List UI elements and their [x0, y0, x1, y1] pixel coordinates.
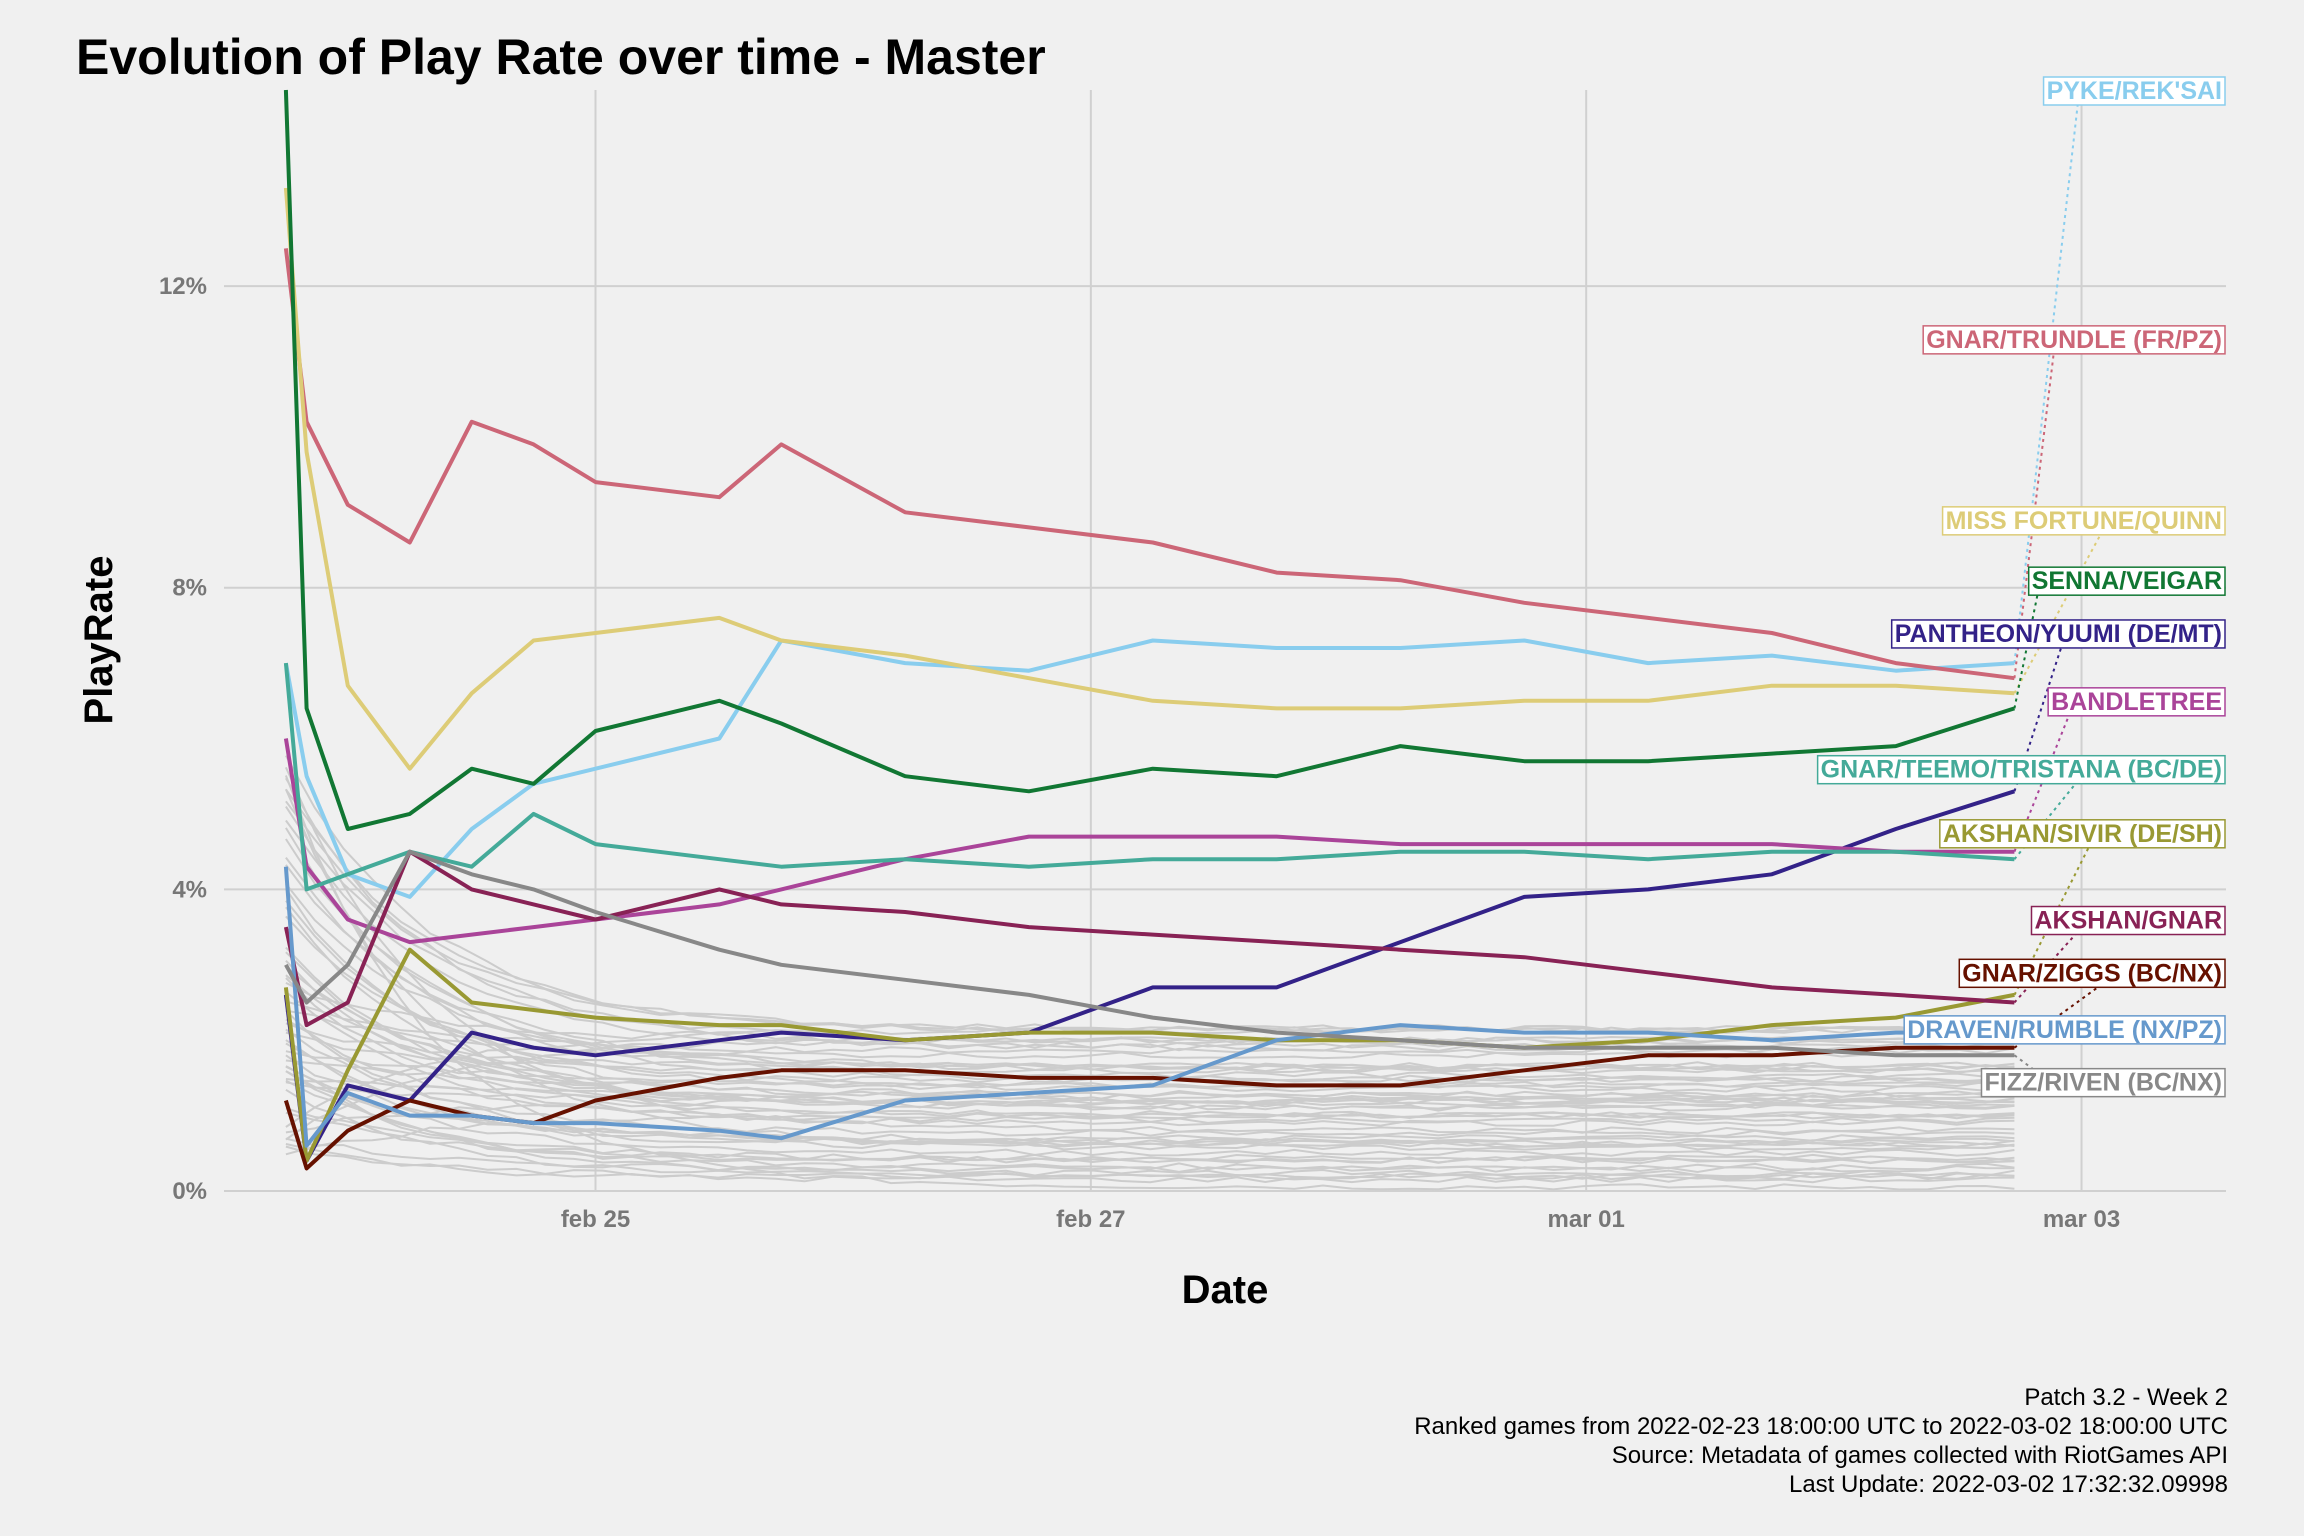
series-label: BANDLETREE	[2051, 688, 2222, 716]
series-label: PYKE/REK'SAI	[2047, 77, 2222, 105]
series-label-box	[2047, 687, 2226, 717]
background-line	[285, 1081, 2015, 1104]
axis-labels: 0% 4% 8% 12% feb 25 feb 27 mar 01 mar 03 Date Pla…	[77, 273, 2120, 1312]
caption: Patch 3.2 - Week 2 Ranked games from 202…	[1414, 1383, 2228, 1499]
background-line	[285, 946, 2015, 1108]
series-label: GNAR/TEEMO/TRISTANA (BC/DE)	[1821, 756, 2222, 784]
series-line	[283, 866, 2015, 1148]
background-line	[284, 788, 2015, 1149]
x-axis-label: Date	[1182, 1268, 1269, 1312]
series-label: SENNA/VEIGAR	[2032, 567, 2222, 595]
background-line	[285, 1065, 2015, 1178]
x-tick-label: feb 27	[1056, 1206, 1125, 1233]
background-line	[285, 991, 2015, 1127]
background-line	[285, 1042, 2015, 1145]
series-line	[283, 187, 2015, 771]
label-leader	[2013, 930, 2079, 1004]
caption-line-range: Ranked games from 2022-02-23 18:00:00 UT…	[1414, 1413, 2228, 1440]
series-line	[283, 638, 2015, 899]
y-tick-label: 4%	[172, 876, 207, 903]
chart-title: Evolution of Play Rate over time - Maste…	[76, 29, 1046, 85]
x-tick-label: feb 25	[561, 1206, 630, 1233]
background-line	[285, 951, 2015, 1111]
background-line	[285, 1039, 2015, 1151]
series-label: PANTHEON/YUUMI (DE/MT)	[1895, 620, 2222, 648]
background-line	[285, 788, 2015, 1033]
series-label: GNAR/TRUNDLE (FR/PZ)	[1926, 326, 2222, 354]
series-label-box	[1903, 1015, 2226, 1045]
series-label: DRAVEN/RUMBLE (NX/PZ)	[1907, 1016, 2222, 1044]
y-tick-label: 12%	[159, 273, 207, 300]
caption-line-update: Last Update: 2022-03-02 17:32:32.09998	[1788, 1471, 2228, 1498]
series-label: AKSHAN/SIVIR (DE/SH)	[1943, 820, 2222, 848]
y-tick-label: 8%	[172, 575, 207, 602]
series-label: GNAR/ZIGGS (BC/NX)	[1962, 959, 2222, 987]
label-leader	[2013, 591, 2039, 709]
label-leader	[2013, 644, 2063, 792]
series-label-box	[2030, 905, 2226, 936]
series-label-box	[1958, 958, 2226, 989]
y-axis-label: PlayRate	[77, 556, 121, 725]
series-label-box	[1890, 619, 2226, 649]
x-tick-label: mar 03	[2043, 1206, 2120, 1233]
series-lines	[283, 89, 2016, 1171]
series-label: MISS FORTUNE/QUINN	[1946, 507, 2222, 535]
background-line	[285, 800, 2015, 1034]
background-line	[285, 1065, 2015, 1157]
series-line	[283, 248, 2015, 681]
series-line	[283, 89, 2016, 831]
series-line	[284, 849, 2015, 1058]
series-label-box	[1816, 754, 2226, 785]
background-line	[285, 864, 2015, 1071]
background-line	[285, 827, 2015, 1080]
series-label: AKSHAN/GNAR	[2035, 907, 2223, 935]
series-label-box	[1941, 506, 2226, 536]
background-line	[285, 1088, 2015, 1181]
background-line	[285, 1028, 2015, 1138]
series-line	[283, 1045, 2015, 1171]
background-line	[285, 1070, 2015, 1171]
label-leader	[2013, 101, 2079, 664]
background-line	[285, 1143, 2015, 1184]
series-label: FIZZ/RIVEN (BC/NX)	[1985, 1069, 2223, 1097]
grid-lines	[224, 90, 2226, 1192]
series-label-box	[1980, 1067, 2226, 1098]
series-label-box	[1922, 325, 2226, 355]
background-line	[285, 1078, 2015, 1099]
label-leader-lines	[2013, 101, 2103, 1095]
y-tick-label: 0%	[172, 1178, 207, 1205]
series-label-box	[2027, 566, 2226, 596]
background-line	[285, 1079, 2015, 1165]
background-line	[284, 766, 2015, 1135]
label-leader	[2013, 350, 2055, 679]
x-tick-label: mar 01	[1547, 1206, 1624, 1233]
series-label-box	[1939, 819, 2226, 849]
series-label-box	[2042, 76, 2226, 106]
series-line	[283, 947, 2015, 1163]
caption-line-patch: Patch 3.2 - Week 2	[2024, 1384, 2228, 1411]
series-labels: PYKE/REK'SAI GNAR/TRUNDLE (FR/PZ) MISS FOR…	[1816, 76, 2226, 1098]
caption-line-source: Source: Metadata of games collected with…	[1611, 1442, 2228, 1469]
label-leader	[2013, 531, 2103, 694]
